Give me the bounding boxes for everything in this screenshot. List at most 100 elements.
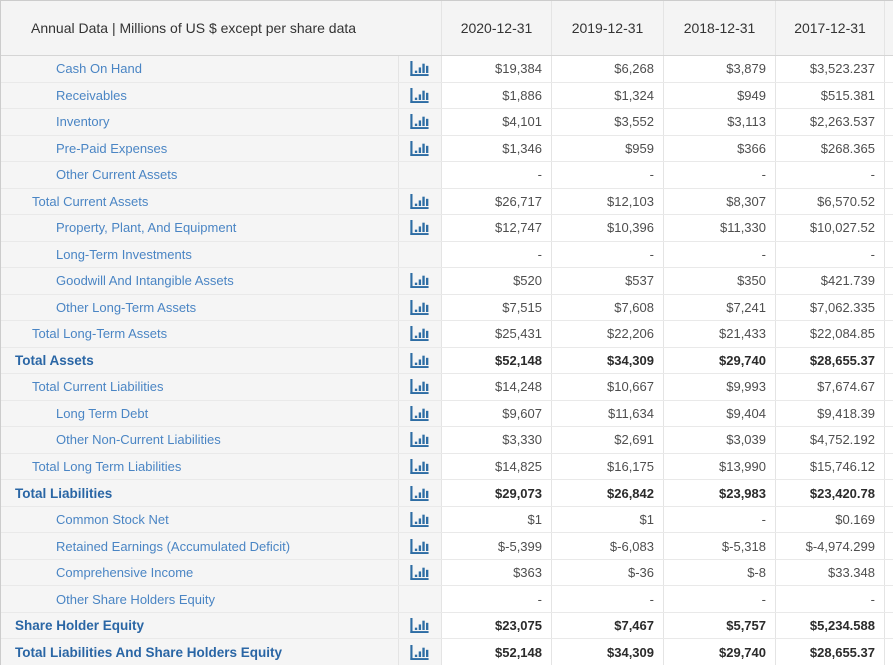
value-cell: $23,420.78 — [776, 480, 885, 506]
bar-chart-icon[interactable] — [410, 140, 430, 156]
row-label-link[interactable]: Comprehensive Income — [56, 565, 194, 581]
row-label-link[interactable]: Other Non-Current Liabilities — [56, 432, 221, 448]
row-label-link[interactable]: Total Long-Term Assets — [32, 326, 168, 342]
bar-chart-icon[interactable] — [410, 220, 430, 236]
bar-chart-icon[interactable] — [410, 114, 430, 130]
value-cell: $10,396 — [552, 215, 664, 241]
value-cell: $0.169 — [776, 506, 885, 533]
value-cell: $2,263.537 — [776, 109, 885, 135]
row-icon-cell — [399, 241, 442, 268]
table-row: Other Long-Term Assets $7,515 $7,608 $7,… — [1, 294, 893, 322]
table-edge-sliver — [885, 268, 893, 294]
table-edge-sliver — [885, 82, 893, 109]
bar-chart-icon[interactable] — [410, 193, 430, 209]
row-icon-cell — [399, 453, 442, 480]
value-cell: $3,039 — [664, 427, 776, 453]
row-label-link[interactable]: Property, Plant, And Equipment — [56, 220, 237, 236]
row-label-link[interactable]: Goodwill And Intangible Assets — [56, 273, 234, 289]
value-cell: $11,330 — [664, 215, 776, 241]
value-cell: - — [776, 162, 885, 188]
value-cell: $14,825 — [442, 453, 552, 480]
table-edge-sliver — [885, 400, 893, 427]
table-edge-sliver — [885, 56, 893, 82]
table-edge-sliver — [885, 586, 893, 612]
bar-chart-icon[interactable] — [410, 458, 430, 474]
bar-chart-icon[interactable] — [410, 326, 430, 342]
value-cell: - — [776, 241, 885, 268]
bar-chart-icon[interactable] — [410, 405, 430, 421]
value-cell: $1,324 — [552, 82, 664, 109]
row-icon-cell — [399, 109, 442, 135]
table-row: Long Term Debt $9,607 $11,634 $9,404 — [1, 400, 893, 428]
row-icon-cell — [399, 162, 442, 188]
table-body: Cash On Hand $19,384 $6,268 $3,879 $3 — [1, 56, 893, 665]
value-cell: $1 — [442, 506, 552, 533]
value-cell: $363 — [442, 559, 552, 586]
row-label-cell: Other Share Holders Equity — [1, 586, 399, 612]
value-cell: $5,757 — [664, 612, 776, 639]
bar-chart-icon[interactable] — [410, 645, 430, 661]
bar-chart-icon[interactable] — [410, 512, 430, 528]
value-cell: $10,667 — [552, 374, 664, 400]
table-edge-sliver — [885, 241, 893, 268]
column-header-cutoff — [885, 1, 893, 55]
value-cell: $421.739 — [776, 268, 885, 294]
row-icon-cell — [399, 559, 442, 586]
value-cell: $9,404 — [664, 400, 776, 427]
row-label-link[interactable]: Total Long Term Liabilities — [32, 458, 182, 474]
bar-chart-icon[interactable] — [410, 379, 430, 395]
row-label-link[interactable]: Other Long-Term Assets — [56, 299, 197, 315]
row-label-link[interactable]: Common Stock Net — [56, 512, 169, 528]
row-label-cell: Long Term Debt — [1, 400, 399, 427]
row-label-link[interactable]: Other Current Assets — [56, 167, 178, 183]
value-cell: $-36 — [552, 559, 664, 586]
bar-chart-icon[interactable] — [410, 485, 430, 501]
row-label-link[interactable]: Total Liabilities — [15, 485, 113, 501]
value-cell: $34,309 — [552, 639, 664, 665]
value-cell: - — [552, 162, 664, 188]
bar-chart-icon[interactable] — [410, 352, 430, 368]
column-header-date: 2019-12-31 — [552, 1, 664, 55]
row-label-link[interactable]: Long-Term Investments — [56, 246, 192, 262]
value-cell: $537 — [552, 268, 664, 294]
bar-chart-icon[interactable] — [410, 618, 430, 634]
row-label-link[interactable]: Long Term Debt — [56, 405, 149, 421]
value-cell: - — [664, 506, 776, 533]
bar-chart-icon[interactable] — [410, 432, 430, 448]
bar-chart-icon[interactable] — [410, 299, 430, 315]
row-label-link[interactable]: Total Assets — [15, 352, 94, 368]
row-label-link[interactable]: Inventory — [56, 114, 110, 130]
value-cell: - — [552, 586, 664, 612]
row-label-link[interactable]: Retained Earnings (Accumulated Deficit) — [56, 538, 291, 554]
row-label-cell: Share Holder Equity — [1, 612, 399, 639]
row-icon-cell — [399, 533, 442, 559]
value-cell: $7,674.67 — [776, 374, 885, 400]
row-label-cell: Total Long Term Liabilities — [1, 453, 399, 480]
row-icon-cell — [399, 215, 442, 241]
value-cell: $14,248 — [442, 374, 552, 400]
row-label-link[interactable]: Total Current Liabilities — [32, 379, 164, 395]
row-label-cell: Long-Term Investments — [1, 241, 399, 268]
row-label-link[interactable]: Cash On Hand — [56, 61, 142, 77]
table-row: Share Holder Equity $23,075 $7,467 $5,75… — [1, 612, 893, 640]
bar-chart-icon[interactable] — [410, 538, 430, 554]
bar-chart-icon[interactable] — [410, 565, 430, 581]
row-label-link[interactable]: Total Liabilities And Share Holders Equi… — [15, 645, 283, 661]
row-label-link[interactable]: Pre-Paid Expenses — [56, 140, 168, 156]
row-label-link[interactable]: Total Current Assets — [32, 193, 149, 209]
row-icon-cell — [399, 586, 442, 612]
bar-chart-icon[interactable] — [410, 273, 430, 289]
value-cell: $366 — [664, 135, 776, 162]
table-edge-sliver — [885, 533, 893, 559]
value-cell: $26,842 — [552, 480, 664, 506]
value-cell: $3,523.237 — [776, 56, 885, 82]
value-cell: $11,634 — [552, 400, 664, 427]
row-label-link[interactable]: Share Holder Equity — [15, 618, 145, 634]
table-row: Total Long-Term Assets $25,431 $22,206 $… — [1, 321, 893, 348]
row-label-link[interactable]: Other Share Holders Equity — [56, 591, 215, 607]
value-cell: $9,607 — [442, 400, 552, 427]
bar-chart-icon[interactable] — [410, 87, 430, 103]
bar-chart-icon[interactable] — [410, 61, 430, 77]
row-label-link[interactable]: Receivables — [56, 87, 127, 103]
